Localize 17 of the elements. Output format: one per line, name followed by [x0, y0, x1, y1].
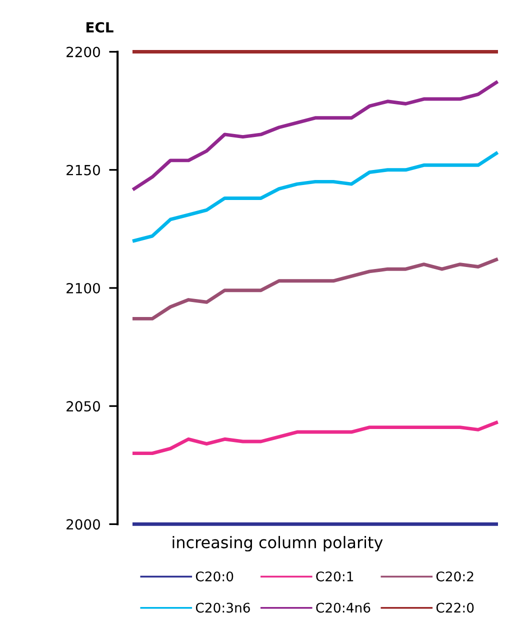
line-series [132, 258, 498, 320]
line-series [132, 152, 498, 242]
x-axis-title: increasing column polarity [172, 536, 383, 552]
y-tick-label: 2200 [66, 46, 100, 58]
legend-label: C20:0 [196, 571, 234, 582]
y-tick-label: 2150 [66, 164, 100, 176]
legend-label: C20:4n6 [316, 602, 370, 613]
line-series [132, 80, 498, 191]
y-tick-label: 2050 [66, 401, 100, 412]
y-axis-title: ECL [86, 22, 114, 33]
line-series [132, 420, 498, 456]
legend-label: C22:0 [436, 602, 474, 613]
y-tick-label: 2100 [66, 282, 100, 294]
legend-label: C20:2 [436, 571, 474, 582]
legend-label: C20:1 [316, 571, 354, 582]
y-tick-label: 2000 [66, 519, 100, 530]
legend-label: C20:3n6 [196, 602, 250, 613]
